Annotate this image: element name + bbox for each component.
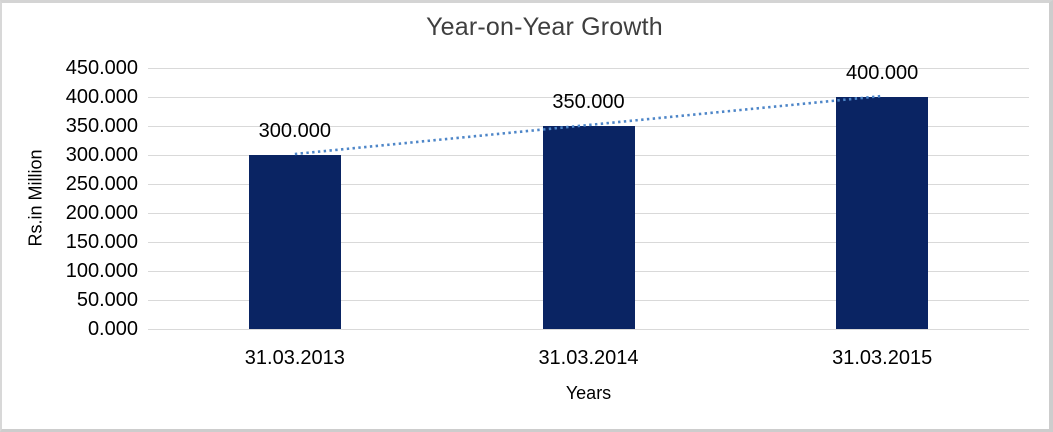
y-tick-label: 50.000 <box>76 289 138 311</box>
y-tick-label: 400.000 <box>65 86 138 108</box>
x-tick-label: 31.03.2014 <box>538 347 639 369</box>
y-tick-label: 300.000 <box>65 144 138 166</box>
y-tick-label: 0.000 <box>87 318 138 340</box>
gridline <box>148 328 1029 330</box>
y-tick-label: 450.000 <box>65 57 138 79</box>
y-tick-label: 100.000 <box>65 260 138 282</box>
y-tick-label: 350.000 <box>65 115 138 137</box>
bar <box>836 97 929 329</box>
x-axis-title: Years <box>565 383 612 403</box>
y-tick-label: 250.000 <box>65 173 138 195</box>
bar-data-label: 350.000 <box>552 91 625 113</box>
gridline <box>148 67 1029 69</box>
y-tick-label: 200.000 <box>65 202 138 224</box>
bar-data-label: 400.000 <box>846 62 919 84</box>
y-tick-label: 150.000 <box>65 231 138 253</box>
chart-title: Year-on-Year Growth <box>426 13 663 41</box>
x-tick-label: 31.03.2013 <box>244 347 345 369</box>
bar <box>248 155 341 329</box>
bar-data-label: 300.000 <box>258 120 331 142</box>
x-tick-label: 31.03.2015 <box>832 347 933 369</box>
bar <box>542 126 635 329</box>
